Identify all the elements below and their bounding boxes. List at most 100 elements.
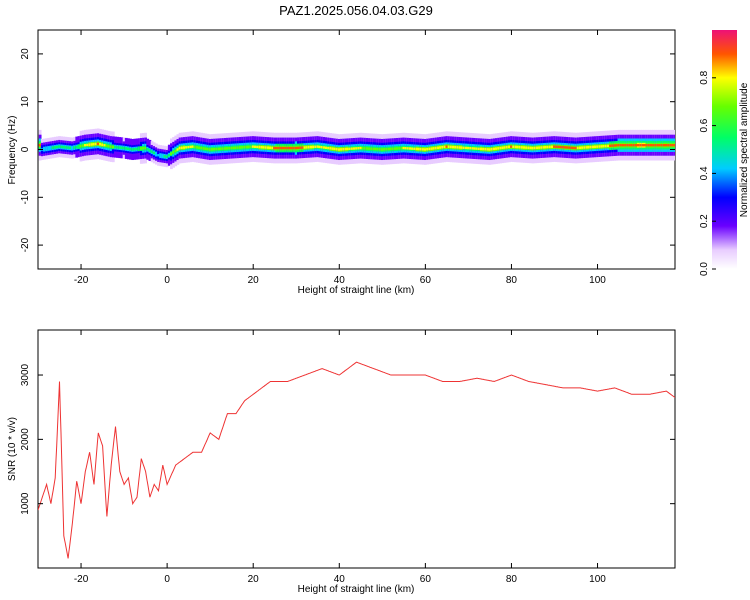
- spectral-cell: [408, 147, 412, 150]
- spectral-cell: [660, 144, 664, 147]
- spectral-cell: [152, 151, 156, 155]
- spectral-cell: [447, 145, 451, 148]
- spectral-cell: [475, 147, 479, 150]
- spectral-cell: [195, 146, 199, 149]
- spectral-cell: [421, 148, 425, 151]
- spectral-cell: [226, 147, 229, 150]
- spectral-cell: [329, 147, 333, 150]
- spectral-cell: [86, 143, 89, 147]
- spectral-cell: [389, 147, 393, 151]
- spectral-cell: [370, 147, 373, 150]
- spectral-cell: [90, 143, 94, 146]
- spectral-cell: [178, 146, 182, 150]
- spectral-cell: [180, 146, 184, 150]
- spectral-cell: [249, 145, 253, 148]
- spectral-cell: [443, 145, 447, 149]
- spectral-cell: [604, 144, 608, 148]
- spectral-cell: [189, 145, 193, 149]
- spectral-cell: [49, 146, 53, 150]
- spectral-cell: [522, 146, 526, 149]
- spectral-cell: [174, 149, 178, 153]
- spectral-cell: [544, 146, 548, 149]
- spectral-cell: [557, 145, 561, 149]
- spectral-cell: [103, 144, 107, 147]
- spectral-cell: [576, 146, 580, 150]
- spectral-cell: [570, 146, 574, 149]
- spectral-cell: [568, 146, 571, 149]
- spectral-cell: [445, 145, 449, 148]
- spectral-cell: [202, 147, 206, 150]
- spectral-cell: [68, 146, 72, 150]
- x-tick-label: -20: [74, 275, 89, 286]
- colorbar: 0.0 0.2 0.4 0.6 0.8 Normalized spectral ampl…: [699, 30, 750, 276]
- spectral-cell: [127, 147, 130, 150]
- spectral-cell: [346, 147, 350, 151]
- spectral-cell: [258, 145, 262, 149]
- spectral-cell: [391, 147, 395, 150]
- spectral-cell: [215, 147, 218, 151]
- spectral-cell: [479, 147, 483, 151]
- spectral-cell: [503, 146, 507, 149]
- spectral-cell: [376, 148, 380, 151]
- spectral-cell: [385, 148, 389, 151]
- x-tick-label: 40: [334, 275, 346, 286]
- spectral-cell: [658, 144, 662, 147]
- spectral-cell: [131, 148, 135, 151]
- spectral-cell: [314, 145, 317, 148]
- snr-panel: -20 0 20 40 60 80 100 1000 2000 3000 Height of s…: [7, 329, 676, 595]
- spectral-cell: [482, 147, 485, 151]
- spectral-cell: [600, 145, 604, 148]
- bottom-y-axis-label: SNR (10 * v/v): [7, 417, 18, 481]
- spectral-cell: [109, 145, 113, 148]
- snr-frame: [37, 329, 676, 569]
- spectral-cell: [62, 145, 66, 149]
- spectral-cell: [342, 148, 345, 151]
- spectral-cell: [228, 147, 231, 150]
- spectral-cell: [355, 147, 358, 150]
- spectral-cell: [454, 146, 457, 149]
- x-tick-label: 80: [506, 574, 518, 585]
- spectral-cell: [460, 146, 464, 149]
- spectral-cell: [81, 144, 85, 147]
- spectral-cell: [322, 146, 326, 149]
- spectral-cell: [411, 147, 414, 150]
- spectral-cell: [359, 146, 363, 150]
- spectral-cell: [124, 147, 128, 150]
- spectral-cell: [372, 147, 376, 151]
- spectral-cell: [525, 146, 528, 149]
- spectral-cell: [92, 143, 96, 146]
- spectral-cell: [441, 146, 444, 149]
- spectral-cell: [99, 143, 102, 146]
- snr-series-line: [38, 361, 675, 559]
- x-tick-label: 100: [589, 574, 606, 585]
- spectral-cell: [632, 144, 636, 147]
- spectral-cell: [413, 147, 416, 150]
- x-tick-label: 60: [420, 574, 432, 585]
- spectral-cell: [589, 145, 593, 149]
- spectral-cell: [200, 146, 203, 150]
- y-tick-label: 3000: [20, 363, 31, 386]
- spectral-cell: [591, 145, 595, 149]
- spectral-cell: [277, 146, 281, 150]
- spectral-cell: [198, 146, 201, 149]
- spectral-cell: [165, 155, 169, 158]
- spectral-cell: [83, 144, 87, 147]
- spectral-cell: [47, 147, 51, 150]
- spectral-cell: [299, 146, 302, 149]
- colorbar-tick-label: 0.2: [699, 214, 710, 228]
- x-tick-label: 0: [164, 275, 170, 286]
- spectral-cell: [286, 146, 290, 150]
- chart-title: PAZ1.2025.056.04.03.G29: [279, 3, 433, 18]
- colorbar-ticks: 0.0 0.2 0.4 0.6 0.8: [699, 70, 716, 276]
- spectral-cell: [243, 146, 246, 149]
- spectral-cell: [221, 147, 225, 150]
- spectral-cell: [79, 144, 83, 148]
- spectral-cell: [114, 145, 117, 149]
- spectral-cell: [665, 144, 668, 147]
- spectral-cell: [574, 146, 578, 150]
- spectral-cell: [94, 142, 98, 146]
- spectral-cell: [458, 146, 462, 149]
- colorbar-tick-label: 0.4: [699, 166, 710, 180]
- spectral-cell: [501, 146, 505, 149]
- spectral-cell: [154, 152, 158, 156]
